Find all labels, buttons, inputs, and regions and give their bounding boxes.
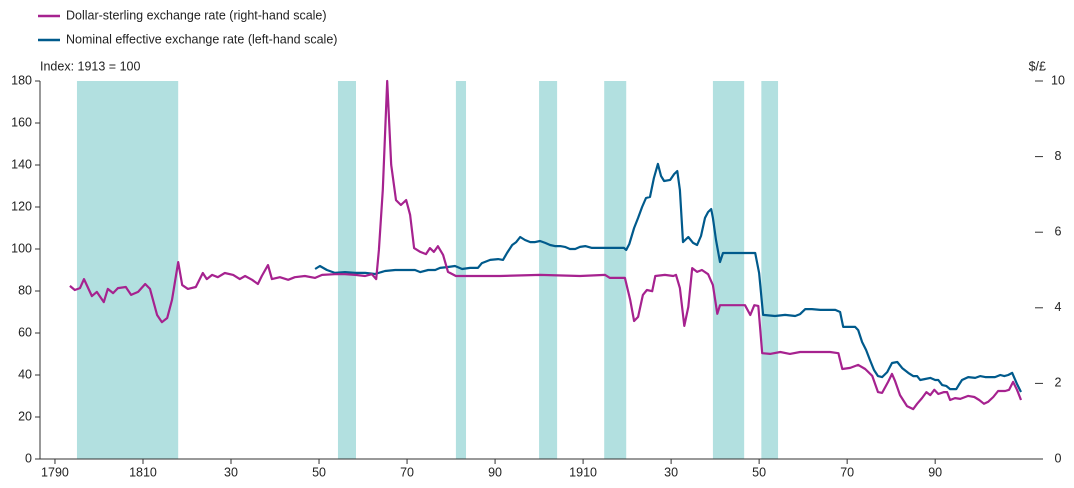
x-tick-label: 50 — [752, 465, 766, 479]
shaded-period — [761, 81, 779, 459]
y-tick-label: 140 — [11, 157, 32, 171]
y2-tick-label: 0 — [1055, 451, 1062, 465]
y-tick-label: 120 — [11, 199, 32, 213]
y-tick-label: 0 — [25, 451, 32, 465]
shaded-period — [76, 81, 179, 459]
x-tick-label: 1810 — [129, 465, 157, 479]
legend-label: Dollar-sterling exchange rate (right-han… — [66, 8, 327, 22]
shaded-period — [539, 81, 558, 459]
y2-tick-label: 10 — [1051, 73, 1065, 87]
shaded-period — [455, 81, 467, 459]
shaded-period — [712, 81, 745, 459]
x-tick-label: 30 — [224, 465, 238, 479]
x-tick-label: 70 — [400, 465, 414, 479]
y2-tick-label: 2 — [1055, 376, 1062, 390]
series-line — [69, 79, 1023, 411]
y-tick-label: 60 — [18, 325, 32, 339]
x-tick-label: 1790 — [41, 465, 69, 479]
y-tick-label: 80 — [18, 283, 32, 297]
y2-tick-label: 8 — [1055, 149, 1062, 163]
x-tick-label: 70 — [840, 465, 854, 479]
shaded-period — [604, 81, 627, 459]
y2-axis-label: $/£ — [1029, 59, 1046, 73]
y-tick-label: 160 — [11, 115, 32, 129]
y-tick-label: 40 — [18, 367, 32, 381]
legend-label: Nominal effective exchange rate (left-ha… — [66, 32, 337, 46]
x-tick-label: 50 — [312, 465, 326, 479]
x-tick-label: 1910 — [569, 465, 597, 479]
x-tick-label: 90 — [928, 465, 942, 479]
y-tick-label: 180 — [11, 73, 32, 87]
y-axis-label: Index: 1913 = 100 — [40, 59, 140, 73]
shaded-period — [337, 81, 356, 459]
y-tick-label: 20 — [18, 409, 32, 423]
series-line — [314, 162, 1022, 393]
y-tick-label: 100 — [11, 241, 32, 255]
x-tick-label: 30 — [664, 465, 678, 479]
y2-tick-label: 6 — [1055, 224, 1062, 238]
x-tick-label: 90 — [488, 465, 502, 479]
y2-tick-label: 4 — [1055, 300, 1062, 314]
